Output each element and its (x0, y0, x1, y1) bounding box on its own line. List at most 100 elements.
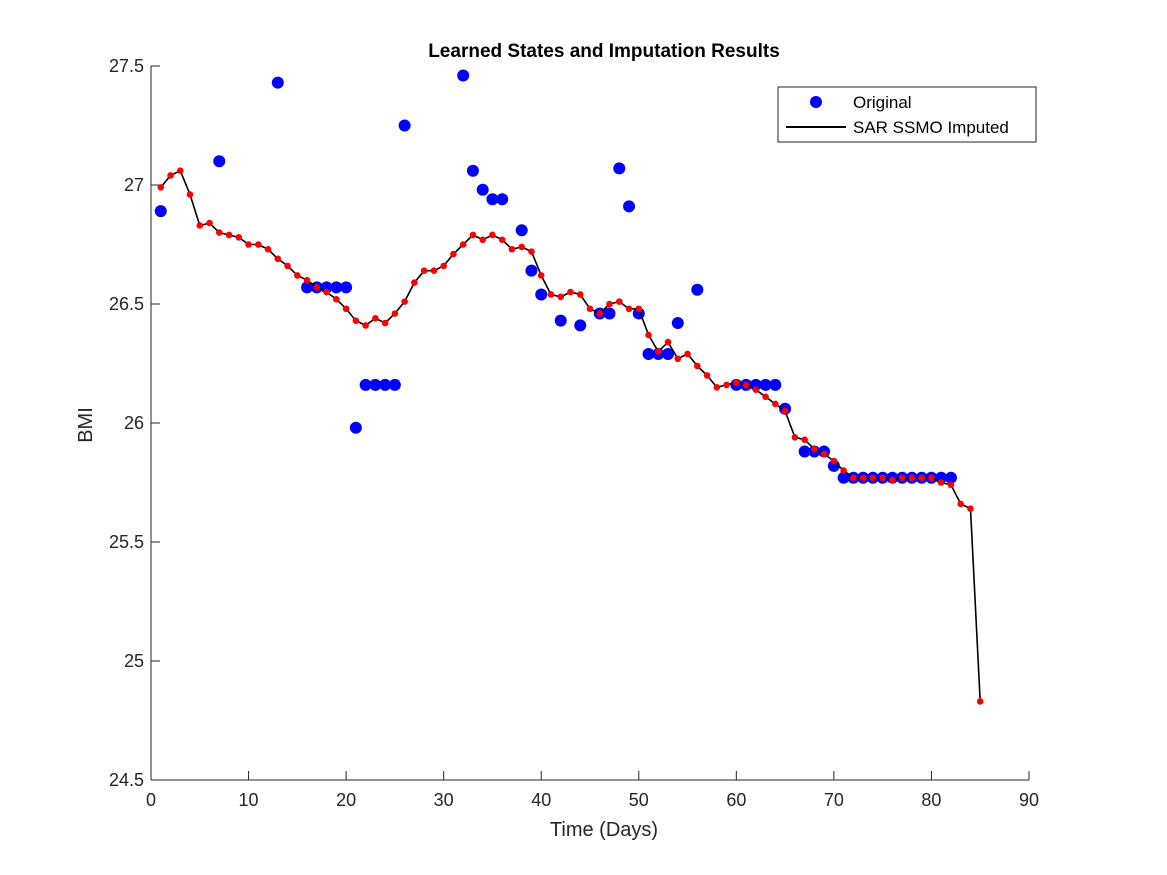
original-point (662, 347, 675, 360)
imputed-point (303, 276, 311, 284)
original-point (340, 281, 353, 294)
imputed-point (762, 393, 769, 401)
original-point (827, 459, 840, 472)
imputed-point (918, 474, 925, 482)
imputed-point (908, 474, 916, 482)
imputed-point (352, 317, 360, 324)
imputed-point (362, 322, 369, 329)
original-point (769, 378, 782, 391)
imputed-point (381, 319, 389, 327)
legend-box (777, 86, 1037, 143)
original-point (330, 281, 343, 294)
series (154, 69, 984, 705)
imputed-point (547, 291, 555, 298)
original-point (154, 205, 167, 218)
original-point (213, 155, 226, 168)
imputed-point (215, 229, 223, 236)
x-tick-label: 0 (146, 790, 156, 810)
imputed-point (528, 248, 535, 255)
imputed-point (752, 386, 760, 393)
imputed-point (264, 245, 272, 253)
imputed-point (947, 481, 955, 489)
imputed-point (713, 384, 721, 391)
original-point (496, 193, 509, 206)
imputed-point (830, 457, 838, 465)
imputed-point (479, 236, 486, 244)
imputed-point (674, 355, 682, 363)
imputed-point (733, 379, 740, 386)
imputed-point (772, 400, 779, 408)
imputed-point (274, 255, 282, 263)
imputed-point (654, 348, 662, 355)
imputed-point (976, 698, 984, 705)
imputed-point (967, 505, 974, 512)
imputed-point (469, 231, 477, 239)
imputed-point (781, 407, 789, 415)
imputed-point (576, 291, 584, 298)
original-point (525, 264, 538, 277)
original-point (359, 378, 372, 391)
original-point (486, 193, 499, 206)
imputed-point (694, 362, 701, 370)
original-point (369, 378, 382, 391)
imputed-point (196, 222, 204, 229)
original-point (603, 307, 616, 320)
original-point (642, 347, 655, 360)
original-point (759, 378, 772, 391)
legend-original-marker (810, 96, 822, 108)
imputed-point (586, 305, 594, 313)
imputed-point (928, 474, 935, 482)
axes (150, 66, 1029, 781)
y-tick-label: 26.5 (109, 294, 144, 314)
original-point (944, 471, 957, 484)
x-tick-label: 40 (531, 790, 551, 810)
imputed-point (186, 191, 194, 198)
imputed-point (957, 500, 965, 508)
imputed-point (645, 331, 652, 339)
imputed-point (635, 305, 643, 313)
imputed-point (420, 267, 428, 274)
imputed-point (235, 234, 243, 241)
imputed-point (850, 474, 857, 482)
y-tick-label: 27 (124, 175, 144, 195)
y-tick-label: 25.5 (109, 532, 144, 552)
imputed-point (889, 476, 896, 484)
imputed-point (703, 372, 711, 379)
imputed-point (557, 293, 565, 301)
imputed-point (567, 288, 574, 296)
imputed-point (313, 284, 321, 291)
x-tick-label: 20 (336, 790, 356, 810)
original-point (466, 164, 479, 177)
imputed-point (820, 450, 828, 458)
imputed-line (160, 169, 981, 702)
imputed-point (723, 381, 730, 389)
original-point (837, 471, 850, 484)
imputed-point (401, 298, 408, 305)
y-ticks: 24.5 25 25.5 26 26.5 27 27.5 (109, 56, 160, 790)
imputed-point (245, 241, 252, 248)
imputed-point (537, 272, 545, 279)
original-point (388, 378, 401, 391)
imputed-point (372, 314, 379, 322)
imputed-point (167, 172, 174, 179)
imputed-point (411, 279, 418, 286)
imputed-point (879, 474, 886, 482)
original-point (798, 445, 811, 458)
x-tick-label: 30 (434, 790, 454, 810)
imputed-point (625, 305, 633, 313)
imputed-point (430, 267, 438, 274)
x-tick-label: 60 (726, 790, 746, 810)
imputed-point (459, 241, 467, 248)
imputed-point (498, 236, 506, 244)
imputed-point (801, 436, 808, 443)
original-point (398, 119, 411, 132)
imputed-point (489, 231, 496, 239)
imputed-point (450, 250, 457, 258)
y-axis-label: BMI (75, 407, 97, 443)
imputed-point (791, 433, 799, 441)
chart-title: Learned States and Imputation Results (428, 41, 780, 62)
x-tick-label: 10 (239, 790, 259, 810)
x-axis-label: Time (Days) (550, 819, 658, 841)
imputed-point (684, 350, 691, 358)
